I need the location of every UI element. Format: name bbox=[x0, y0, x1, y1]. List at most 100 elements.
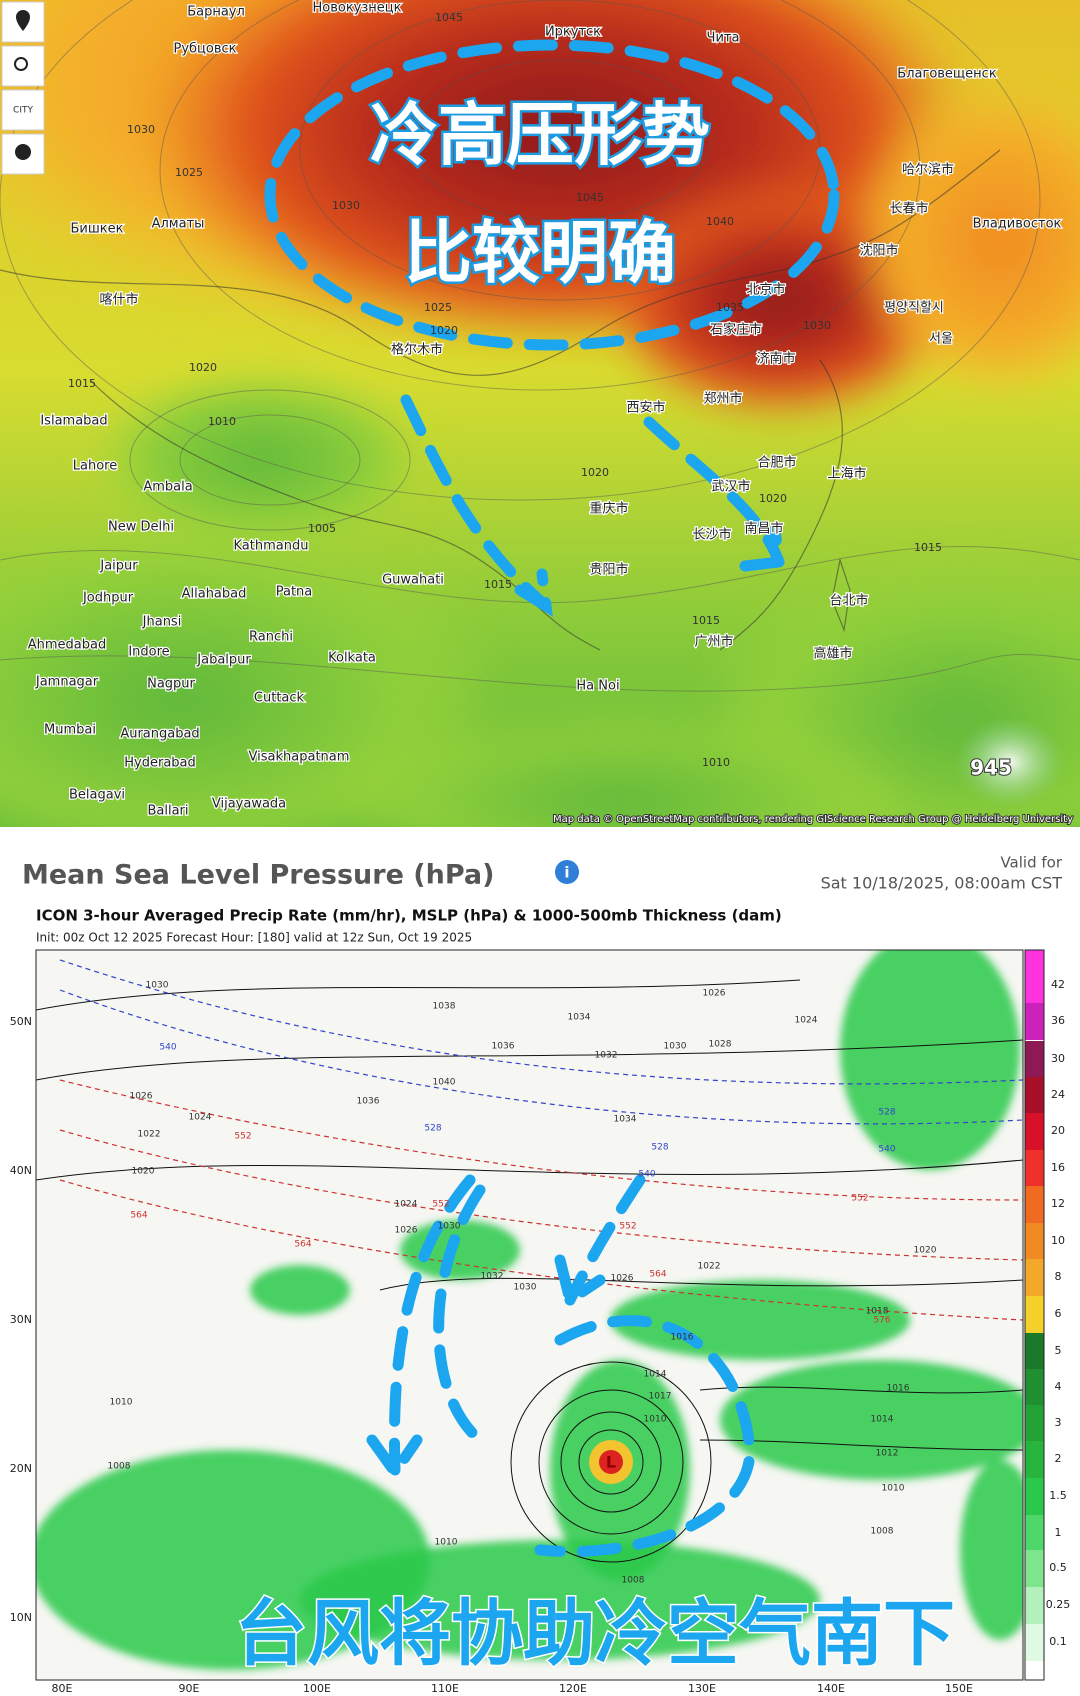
thickness-label: 528 bbox=[878, 1108, 895, 1118]
isobar-label: 1030 bbox=[127, 123, 155, 136]
city-label: 北京市 bbox=[746, 282, 785, 298]
isobar-label: 1030 bbox=[332, 199, 360, 212]
city-label: 广州市 bbox=[694, 634, 733, 650]
city-label: 武汉市 bbox=[711, 479, 750, 495]
city-label: 长沙市 bbox=[692, 527, 731, 543]
subtitle: ICON 3-hour Averaged Precip Rate (mm/hr)… bbox=[36, 907, 782, 925]
lat-tick-label: 30N bbox=[10, 1313, 32, 1326]
city-label: New Delhi bbox=[108, 520, 174, 535]
lon-tick-label: 100E bbox=[303, 1682, 331, 1695]
colorbar-label: 2 bbox=[1055, 1452, 1062, 1465]
city-label: Ambala bbox=[143, 480, 192, 495]
city-label: Барнаул bbox=[187, 5, 245, 20]
city-label: Jhansi bbox=[142, 615, 182, 630]
location-icon bbox=[16, 10, 30, 31]
isobar-label: 1008 bbox=[108, 1462, 131, 1472]
colorbar-swatch bbox=[1025, 1113, 1044, 1150]
colorbar-label: 30 bbox=[1051, 1052, 1065, 1065]
city-label: Allahabad bbox=[182, 587, 247, 602]
lat-tick-label: 40N bbox=[10, 1164, 32, 1177]
city-label: Благовещенск bbox=[897, 67, 997, 82]
isobar-label: 1040 bbox=[433, 1078, 456, 1088]
isobar-lines bbox=[0, 0, 1080, 692]
city-label: 贵阳市 bbox=[589, 562, 628, 578]
zoom-button[interactable] bbox=[1, 45, 45, 87]
isobar-label: 1036 bbox=[357, 1097, 380, 1107]
overlay-arrows bbox=[264, 39, 840, 617]
city-label: 合肥市 bbox=[757, 455, 796, 471]
city-button[interactable] bbox=[1, 89, 45, 131]
overlay-arrows bbox=[366, 1174, 756, 1557]
typhoon-center bbox=[599, 1450, 623, 1474]
colorbar-swatch bbox=[1025, 1441, 1044, 1478]
city-label: 重庆市 bbox=[589, 501, 628, 517]
city-label: 南昌市 bbox=[744, 521, 783, 537]
isobar-label: 1025 bbox=[424, 301, 452, 314]
colorbar: 42 36 30 24 20 16 12 10 8 6 5 4 3 2 1.5 1 0.5 0.25 0.1 bbox=[1024, 949, 1070, 1681]
city-label: Чита bbox=[707, 31, 740, 46]
lat-tick-label: 50N bbox=[10, 1015, 32, 1028]
bottom-map: 1030 1038 1036 1034 1032 1030 1028 1026 1024 1040… bbox=[36, 950, 1023, 1680]
city-label: 格尔木市 bbox=[391, 342, 443, 358]
thickness-label: 552 bbox=[234, 1132, 251, 1142]
isobar-label: 1028 bbox=[709, 1040, 732, 1050]
lat-tick-label: 20N bbox=[10, 1462, 32, 1475]
colorbar-swatch bbox=[1025, 1587, 1044, 1624]
city-label: 石家庄市 bbox=[710, 322, 762, 338]
info-icon[interactable] bbox=[555, 860, 579, 884]
isobar-label: 1025 bbox=[175, 166, 203, 179]
isobar-label: 1024 bbox=[189, 1113, 212, 1123]
thickness-label: 552 bbox=[432, 1200, 449, 1210]
overlay-text: 冷高压形势 bbox=[370, 97, 710, 176]
isobar-label: 1030 bbox=[514, 1283, 537, 1293]
isobar-label: 1010 bbox=[208, 415, 236, 428]
city-label: 평양직할시 bbox=[884, 301, 944, 316]
lon-tick-label: 150E bbox=[945, 1682, 973, 1695]
city-label: 高雄市 bbox=[813, 646, 852, 662]
colorbar-swatch bbox=[1025, 1624, 1044, 1661]
colorbar-label: 1 bbox=[1055, 1526, 1062, 1539]
colorbar-swatch bbox=[1025, 1405, 1044, 1442]
city-label: 郑州市 bbox=[703, 391, 742, 407]
isobar-label: 1008 bbox=[871, 1527, 894, 1537]
isobar-label: 1022 bbox=[138, 1130, 161, 1140]
city-label: Guwahati bbox=[382, 573, 444, 588]
isobar-label: 1012 bbox=[876, 1449, 899, 1459]
colorbar-swatch bbox=[1025, 1259, 1044, 1296]
city-label: Рубцовск bbox=[173, 42, 236, 57]
colorbar-swatch bbox=[1025, 1003, 1044, 1040]
isobars bbox=[36, 979, 1023, 1563]
colorbar-swatch bbox=[1025, 1333, 1044, 1370]
isobar-label: 1040 bbox=[706, 215, 734, 228]
city-label: Nagpur bbox=[147, 677, 195, 692]
isobar-label: 1015 bbox=[484, 578, 512, 591]
thickness-label: 564 bbox=[130, 1211, 147, 1221]
city-label: Belagavi bbox=[69, 788, 125, 803]
colorbar-label: 16 bbox=[1051, 1161, 1065, 1174]
city-label: 济南市 bbox=[756, 351, 795, 367]
thickness-label: 564 bbox=[649, 1270, 666, 1280]
caption: 台风将协助冷空气南下 bbox=[235, 1592, 955, 1676]
isobar-label: 1020 bbox=[132, 1167, 155, 1177]
city-label: 西安市 bbox=[626, 400, 665, 416]
isobar-label: 1026 bbox=[611, 1274, 634, 1284]
thickness-lines bbox=[59, 959, 1023, 1321]
isobar-label: 1010 bbox=[644, 1415, 667, 1425]
colorbar-swatch bbox=[1025, 1041, 1044, 1078]
city-label: Ranchi bbox=[249, 630, 293, 645]
isobar-label: 1015 bbox=[68, 377, 96, 390]
isobar-label: 1020 bbox=[189, 361, 217, 374]
lon-tick-label: 120E bbox=[559, 1682, 587, 1695]
isobar-label: 1034 bbox=[614, 1115, 637, 1125]
city-label: Владивосток bbox=[973, 217, 1062, 232]
city-label: Cuttack bbox=[254, 691, 305, 706]
lat-tick-label: 10N bbox=[10, 1611, 32, 1624]
isobar-label: 1034 bbox=[568, 1013, 591, 1023]
city-label: Новокузнецк bbox=[312, 1, 401, 16]
low-label: L bbox=[606, 1453, 616, 1472]
city-label: Kathmandu bbox=[234, 539, 309, 554]
city-label: Hyderabad bbox=[124, 756, 196, 771]
bottom-panel: Mean Sea Level Pressure (hPa) i Valid fo… bbox=[10, 854, 1070, 1696]
isobar-label: 1045 bbox=[435, 11, 463, 24]
isobar-label: 1020 bbox=[581, 466, 609, 479]
